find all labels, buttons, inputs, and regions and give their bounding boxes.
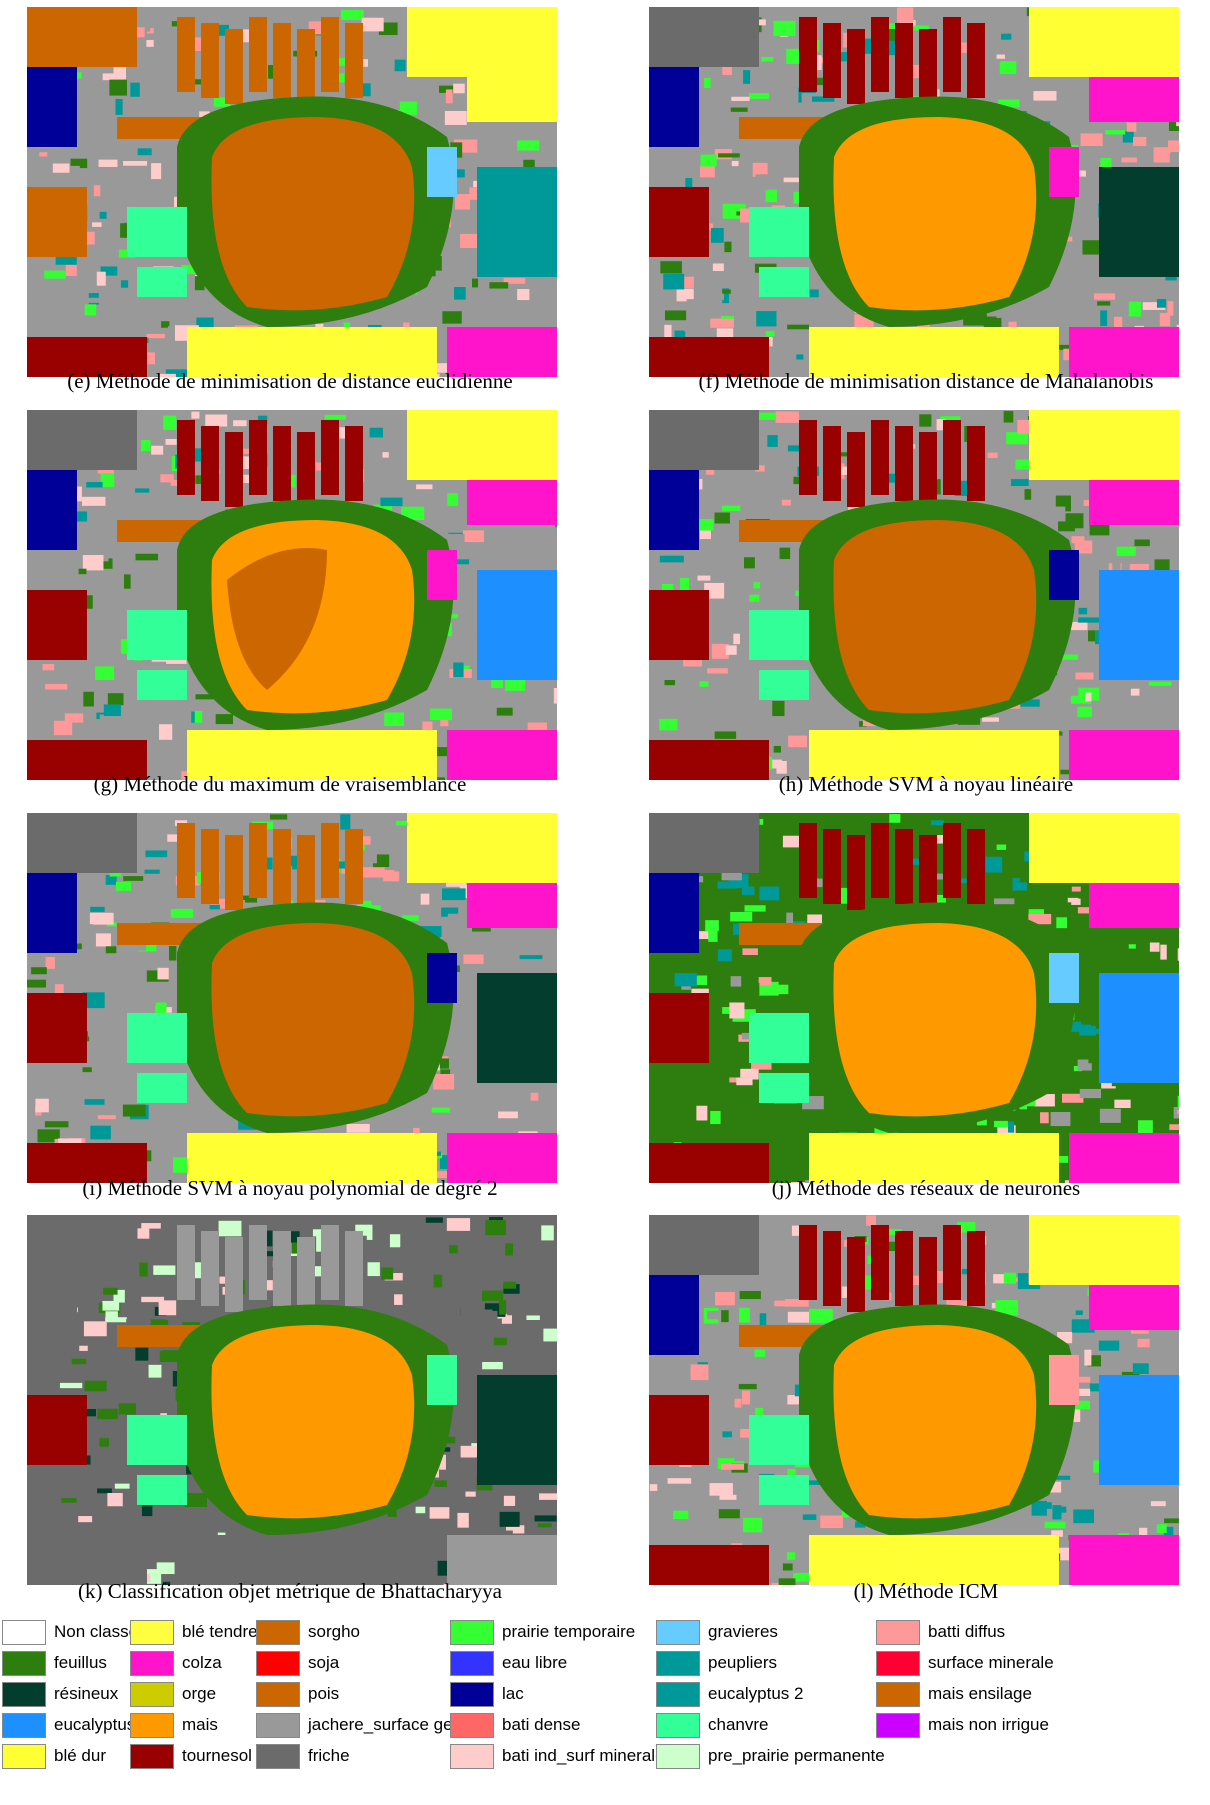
map-panel-f <box>649 7 1179 377</box>
legend-label: feuillus <box>54 1653 107 1672</box>
legend-label: bati ind_surf minerale <box>502 1746 665 1765</box>
classification-map-i <box>27 813 557 1183</box>
legend-label: orge <box>182 1684 217 1703</box>
legend-label: colza <box>182 1653 222 1672</box>
legend-swatch <box>876 1682 920 1707</box>
legend-label: résineux <box>54 1684 119 1703</box>
legend-swatch <box>2 1620 46 1645</box>
legend-label: mais non irrigue <box>928 1715 1049 1734</box>
classification-map-j <box>649 813 1179 1183</box>
caption-g: (g) Méthode du maximum de vraisemblance <box>93 772 467 796</box>
caption-l: (l) Méthode ICM <box>853 1579 999 1603</box>
legend-swatch <box>130 1620 174 1645</box>
map-panel-h <box>649 410 1179 780</box>
legend-swatch <box>656 1682 700 1707</box>
caption-h: (h) Méthode SVM à noyau linéaire <box>778 772 1074 796</box>
legend-label: gravieres <box>708 1622 778 1641</box>
map-panel-j <box>649 813 1179 1183</box>
legend-swatch <box>450 1713 494 1738</box>
legend-label: blé dur <box>54 1746 106 1765</box>
legend-swatch <box>2 1713 46 1738</box>
classification-map-k <box>27 1215 557 1585</box>
legend-label: bati dense <box>502 1715 581 1734</box>
legend-swatch <box>130 1713 174 1738</box>
caption-f: (f) Méthode de minimisation distance de … <box>698 369 1154 393</box>
legend-swatch <box>656 1713 700 1738</box>
map-panel-g <box>27 410 557 780</box>
legend-label: peupliers <box>708 1653 777 1672</box>
caption-i: (i) Méthode SVM à noyau polynomial de de… <box>82 1176 498 1200</box>
classification-map-h <box>649 410 1179 780</box>
legend-swatch <box>656 1651 700 1676</box>
legend-label: jachere_surface gel <box>308 1715 457 1734</box>
legend-label: eau libre <box>502 1653 568 1672</box>
legend-swatch <box>256 1620 300 1645</box>
map-panel-l <box>649 1215 1179 1585</box>
legend-label: pois <box>308 1684 340 1703</box>
legend-swatch <box>450 1744 494 1769</box>
legend-swatch <box>130 1651 174 1676</box>
map-panel-k <box>27 1215 557 1585</box>
legend-swatch <box>2 1744 46 1769</box>
legend-swatch <box>656 1620 700 1645</box>
legend-label: sorgho <box>308 1622 360 1641</box>
map-panel-i <box>27 813 557 1183</box>
legend-label: eucalyptus 2 <box>708 1684 804 1703</box>
legend-label: blé tendre <box>182 1622 258 1641</box>
legend-label: friche <box>308 1746 350 1765</box>
legend-swatch <box>876 1620 920 1645</box>
legend-label: eucalyptus <box>54 1715 136 1734</box>
legend-label: pre_prairie permanente <box>708 1746 885 1765</box>
legend-label: surface minerale <box>928 1653 1054 1672</box>
legend-swatch <box>450 1651 494 1676</box>
legend-swatch <box>2 1682 46 1707</box>
classification-map-g <box>27 410 557 780</box>
legend-swatch <box>256 1713 300 1738</box>
legend-swatch <box>256 1744 300 1769</box>
legend-swatch <box>256 1682 300 1707</box>
legend-label: tournesol <box>182 1746 252 1765</box>
map-panel-e <box>27 7 557 377</box>
legend-label: chanvre <box>708 1715 769 1734</box>
legend-swatch <box>130 1682 174 1707</box>
classification-map-e <box>27 7 557 377</box>
legend-swatch <box>130 1744 174 1769</box>
legend-swatch <box>876 1713 920 1738</box>
legend-swatch <box>450 1682 494 1707</box>
classification-map-l <box>649 1215 1179 1585</box>
caption-k: (k) Classification objet métrique de Bha… <box>78 1579 502 1603</box>
legend-label: mais ensilage <box>928 1684 1032 1703</box>
classification-map-f <box>649 7 1179 377</box>
legend-swatch <box>656 1744 700 1769</box>
legend-swatch <box>2 1651 46 1676</box>
caption-e: (e) Méthode de minimisation de distance … <box>67 369 513 393</box>
legend-swatch <box>876 1651 920 1676</box>
legend-label: Non classé <box>54 1622 139 1641</box>
legend-label: lac <box>502 1684 524 1703</box>
caption-j: (j) Méthode des réseaux de neurones <box>771 1176 1081 1200</box>
legend-label: prairie temporaire <box>502 1622 636 1641</box>
legend-label: soja <box>308 1653 340 1672</box>
legend-label: mais <box>182 1715 218 1734</box>
legend-swatch <box>450 1620 494 1645</box>
legend-swatch <box>256 1651 300 1676</box>
legend-label: batti diffus <box>928 1622 1006 1641</box>
